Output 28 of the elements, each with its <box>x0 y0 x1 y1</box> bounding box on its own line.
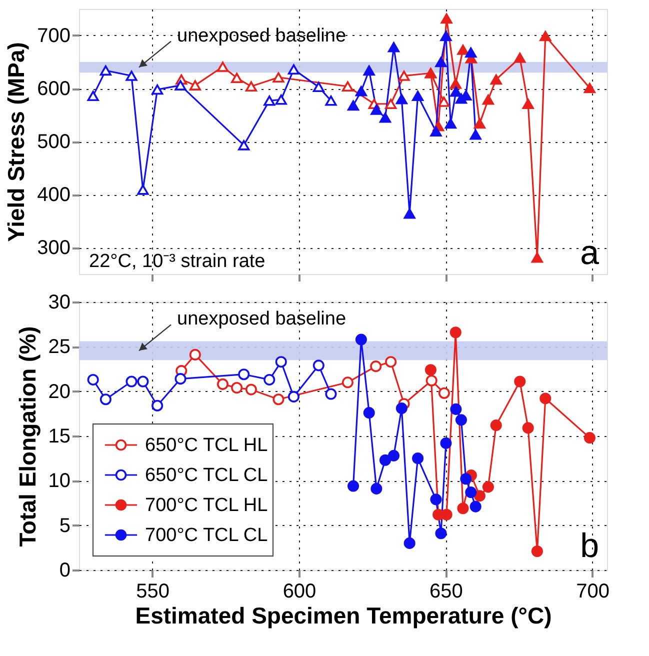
y-tick-label: 500 <box>37 131 70 153</box>
legend-label: 650°C TCL HL <box>145 435 268 456</box>
x-tick-label: 600 <box>282 580 316 602</box>
y-tick-label: 30 <box>48 292 70 314</box>
legend-label: 700°C TCL CL <box>145 525 268 546</box>
y-tick-label: 600 <box>37 78 70 100</box>
band-label: unexposed baseline <box>177 25 346 46</box>
annotation: 22°C, 10⁻³ strain rate <box>89 251 266 272</box>
x-axis-title: Estimated Specimen Temperature (°C) <box>135 602 552 628</box>
y-tick-label: 10 <box>48 470 70 492</box>
annotation: a <box>580 234 600 272</box>
y-tick-label: 0 <box>59 560 70 582</box>
y-tick-label: 700 <box>37 25 70 47</box>
y-tick-label: 400 <box>37 184 70 206</box>
legend-label: 700°C TCL HL <box>145 495 268 516</box>
y-tick-label: 15 <box>48 426 70 448</box>
x-tick-label: 650 <box>429 580 463 602</box>
x-tick-label: 700 <box>576 580 610 602</box>
band-label: unexposed baseline <box>177 308 346 330</box>
y-axis-title: Total Elongation (%) <box>14 326 40 547</box>
annotation: b <box>580 527 599 565</box>
y-axis-title: Yield Stress (MPa) <box>3 42 30 242</box>
legend-label: 650°C TCL CL <box>145 465 268 486</box>
y-tick-label: 20 <box>48 380 70 403</box>
y-tick-label: 25 <box>48 336 70 358</box>
y-tick-label: 5 <box>59 514 70 537</box>
y-tick-label: 300 <box>37 237 70 259</box>
x-tick-label: 550 <box>136 580 170 602</box>
